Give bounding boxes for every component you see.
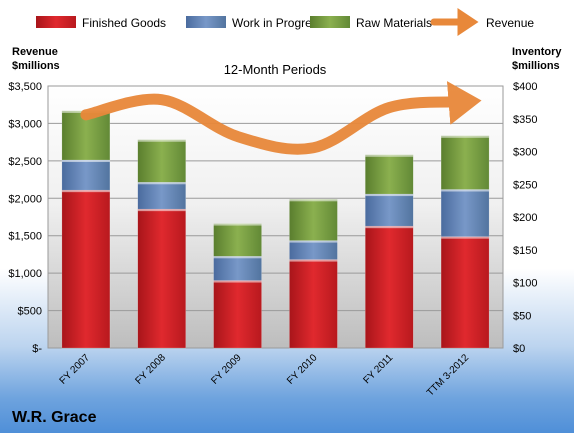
bar-work-in-progress [137,182,186,210]
left-tick-label: $3,500 [8,81,42,93]
right-tick-label: $350 [513,114,537,126]
left-tick-label: $2,500 [8,156,42,168]
right-tick-label: $400 [513,81,537,93]
bar-raw-materials [440,135,490,190]
bar-highlight [289,259,338,262]
bar-highlight [137,139,186,142]
plot-area [47,85,504,349]
bar-raw-materials [213,223,262,257]
bar-highlight [61,160,110,163]
right-axis-ticks: $0 $50 $100 $150 $200 $250 $300 $350 $400 [513,81,537,355]
bar-highlight [213,223,262,226]
legend-label-work-in-progress: Work in Progress [232,16,324,30]
left-axis-title-line2: $millions [12,60,60,72]
revenue-line [80,81,482,155]
bar-highlight [289,240,338,243]
left-tick-label: $500 [18,306,42,318]
x-tick-label: FY 2007 [58,352,93,387]
company-name: W.R. Grace [12,409,97,426]
bar-finished-goods [137,208,186,349]
bar-work-in-progress [365,193,414,227]
bar-highlight [213,280,262,283]
bar-highlight [365,194,414,197]
x-tick-label: TTM 3-2012 [425,352,472,399]
bar-work-in-progress [440,189,490,237]
right-tick-label: $0 [513,343,525,355]
left-tick-label: $2,000 [8,193,42,205]
left-axis-ticks: $- $500 $1,000 $1,500 $2,000 $2,500 $3,000 $3,5… [8,81,42,355]
bar-work-in-progress [289,240,338,260]
x-tick-label: FY 2011 [362,352,396,386]
right-tick-label: $100 [513,278,537,290]
bar-highlight [61,190,110,193]
bar-work-in-progress [213,256,262,281]
legend-label-finished-goods: Finished Goods [82,16,166,30]
bar-highlight [365,226,414,229]
bar-work-in-progress [61,159,111,191]
x-tick-label: FY 2009 [209,352,244,387]
bar-highlight [441,135,490,138]
revenue-series-line [80,81,482,155]
bar-raw-materials [137,139,186,183]
legend-label-raw-materials: Raw Materials [356,16,432,30]
bar-finished-goods [289,259,338,349]
left-tick-label: $1,000 [8,268,42,280]
left-tick-label: $- [32,343,42,355]
legend-label-revenue: Revenue [486,16,534,30]
right-tick-label: $300 [513,147,537,159]
right-axis-title-line2: $millions [512,60,560,72]
x-axis-ticks: FY 2007 FY 2008 FY 2009 FY 2010 FY 2011 TTM 3… [58,352,472,399]
right-tick-label: $200 [513,212,537,224]
x-tick-label: FY 2008 [133,352,168,387]
right-tick-label: $150 [513,245,537,257]
left-tick-label: $1,500 [8,231,42,243]
gridlines [48,85,503,312]
bar-highlight [137,209,186,212]
bar-finished-goods [365,225,414,349]
chart-subtitle: 12-Month Periods [224,62,327,77]
right-tick-label: $50 [513,310,531,322]
bar-highlight [441,236,490,239]
bar-raw-materials [365,154,414,195]
legend: Finished Goods Work in Progress Raw Materi… [36,8,534,36]
legend-swatch-finished-goods [36,16,76,28]
bar-highlight [213,256,262,259]
left-axis-title-line1: Revenue [12,46,58,58]
right-axis-title-line1: Inventory [512,46,562,58]
bar-highlight [441,189,490,192]
legend-swatch-work-in-progress [186,16,226,28]
x-tick-label: FY 2010 [285,352,320,387]
legend-swatch-raw-materials [310,16,350,28]
bar-finished-goods [213,280,262,349]
right-tick-label: $250 [513,179,537,191]
bar-finished-goods [61,189,111,349]
bar-raw-materials [289,199,338,241]
bars [61,110,490,349]
bar-highlight [137,182,186,185]
left-tick-label: $3,000 [8,118,42,130]
bar-highlight [289,199,338,202]
bar-highlight [365,154,414,157]
bar-finished-goods [440,236,490,349]
